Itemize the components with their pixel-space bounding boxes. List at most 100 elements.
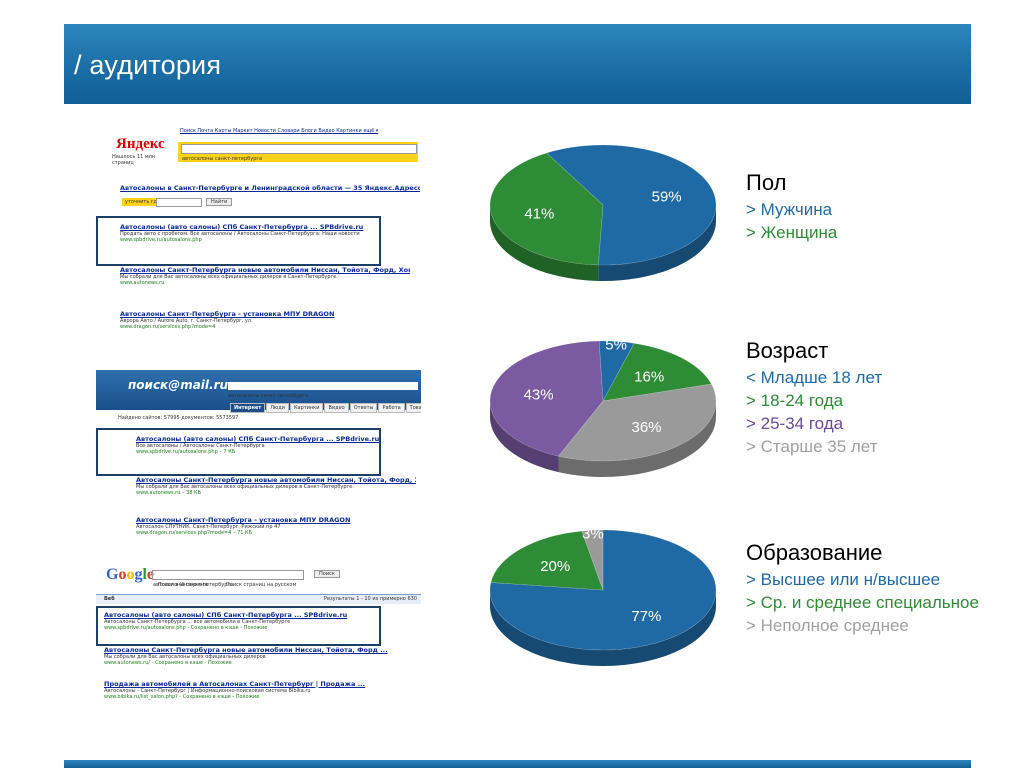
mail-tab[interactable]: Това [405,403,421,413]
yandex-result-title[interactable]: Автосалоны Санкт-Петербурга новые автомо… [120,266,410,274]
pie-label-0: 5% [605,336,627,353]
mail-tab[interactable]: Работа [378,403,405,413]
google-radio-web[interactable]: Поиск в Интернете [158,582,209,588]
yandex-nav[interactable]: Поиск Почта Карты Маркет Новости Словари… [180,128,379,134]
legend-title: Пол [746,170,787,195]
pie-1: 5% 16% 36% 43% [489,336,717,477]
google-result-url[interactable]: www.autonews.ru/ - Сохранено в кэше - По… [104,660,232,666]
mail-result-url[interactable]: www.dragon.ru/services.php?mode=4 – 71 К… [136,530,253,536]
google-result: Автосалоны Санкт-Петербурга новые автомо… [104,646,414,666]
yandex-result: Автосалоны (авто салоны) СПб Санкт-Петер… [120,223,410,243]
google-result-url[interactable]: www.spbdrive.ru/autosalons.php - Сохране… [104,625,268,631]
search-screenshots-panel: Яндекс Нашлось 11 млн страниц Поиск Почт… [96,120,421,712]
legend-item: > Неполное среднее [746,616,909,635]
mail-result-title[interactable]: Автосалоны Санкт-Петербурга новые автомо… [136,476,416,484]
google-result-snippet: Автосалоны - Санкт-Петербург | Информаци… [104,688,311,694]
yandex-search-bar: автосалоны санкт-петербурга [178,142,418,162]
pie-label-1: 41% [524,205,554,222]
slide-header: / аудитория [64,24,971,104]
google-result-url[interactable]: www.bibika.ru/list_salon.php? - Сохранен… [104,694,260,700]
mail-result-snippet: Все автосалоны / Автосалоны Санкт-Петерб… [136,443,265,449]
pie-2: 77% 20% 3% [489,525,717,666]
legend-item: > Женщина [746,223,838,242]
yandex-result-title[interactable]: Автосалоны Санкт-Петербурга - установка … [120,310,335,318]
pie-slice-2 [557,383,717,462]
pie-side-3 [490,401,559,473]
mail-result: Автосалоны Санкт-Петербурга новые автомо… [136,476,416,496]
mail-tab[interactable]: Видео [324,403,349,413]
pie-side-0 [598,205,716,281]
pie-slice-0 [598,340,635,403]
legend-item: > Старше 35 лет [746,437,878,456]
mail-result-snippet: Автосалон СПУТНИК. Санкт-Петербург, Рижс… [136,524,281,530]
yandex-result-snippet: Аврора Авто / Aurore Auto. г. Санкт-Пете… [120,318,253,324]
mail-tab[interactable]: Люди [266,403,289,413]
mail-result-url[interactable]: www.autonews.ru – 38 КБ [136,490,202,496]
google-result: Продажа автомобилей в Автосалонах Санкт-… [104,680,414,700]
pie-label-2: 36% [631,419,661,436]
yandex-query: автосалоны санкт-петербурга [182,156,263,162]
pie-slice-1 [489,152,604,266]
legend-age: Возраст < Младше 18 лет > 18-24 года > 2… [746,338,986,458]
pie-slice-1 [602,342,712,402]
yandex-result-url[interactable]: www.spbdrive.ru/autosalons.php [120,237,202,243]
legend-item: > 18-24 года [746,391,844,410]
mail-tab[interactable]: Ответы [349,403,378,413]
mail-tab[interactable]: Картинки [289,403,324,413]
google-result-title[interactable]: Продажа автомобилей в Автосалонах Санкт-… [104,680,366,688]
mail-result: Автосалоны (авто салоны) СПб Санкт-Петер… [136,435,416,455]
pie-side-0 [490,590,716,666]
yandex-logo: Яндекс [116,136,165,153]
highlight-box [96,606,381,646]
mail-tabs: Интернет Люди Картинки Видео Ответы Работа Тов… [230,394,421,413]
yandex-find-button[interactable]: Найти [206,198,233,206]
google-result-snippet: Автосалоны Санкт-Петербурга ... все авто… [104,619,291,625]
legend-title: Возраст [746,338,829,363]
pie-label-2: 3% [582,525,604,542]
mail-result-title[interactable]: Автосалоны Санкт-Петербурга - установка … [136,516,351,524]
pie-slice-0 [489,529,717,651]
google-strip-right: Результаты 1 - 10 из примерно 630 [323,596,417,602]
yandex-found-count: Нашлось 11 млн страниц [112,154,156,166]
yandex-logo-text: Яндекс [116,136,165,152]
yandex-result-snippet: Продать авто с пробегом. Все автосалоны … [120,231,360,237]
yandex-search-input[interactable]: автосалоны санкт-петербурга [181,144,417,162]
legend-item: < Младше 18 лет [746,368,883,387]
slide-footer-bar [64,760,971,768]
pie-label-0: 77% [631,608,661,625]
google-search-button[interactable]: Поиск [314,570,340,578]
pie-label-1: 16% [634,368,664,385]
mail-tab[interactable]: Интернет [230,403,266,413]
google-query: автосалоны санкт-петербурга [153,582,234,588]
pie-label-1: 20% [540,558,570,575]
pie-0: 59% 41% [489,144,717,281]
yandex-result-title[interactable]: Автосалоны в Санкт-Петербурге и Ленингра… [120,184,420,192]
yandex-result-url[interactable]: www.autonews.ru [120,280,165,286]
yandex-refine-input[interactable] [156,198,202,207]
pie-side-1 [490,205,599,281]
google-result-title[interactable]: Автосалоны Санкт-Петербурга новые автомо… [104,646,388,654]
google-results-strip: Веб Результаты 1 - 10 из примерно 630 [96,594,421,604]
yandex-result-url[interactable]: www.dragon.ru/services.php?mode=4 [120,324,216,330]
google-search-input[interactable]: автосалоны санкт-петербурга [152,570,304,588]
google-result-title[interactable]: Автосалоны (авто салоны) СПб Санкт-Петер… [104,611,348,619]
legend-item: > Мужчина [746,200,833,219]
mail-search-input[interactable]: автосалоны санкт-петербурга [228,382,418,399]
mail-result-title[interactable]: Автосалоны (авто салоны) СПб Санкт-Петер… [136,435,380,443]
legend-gender: Пол > Мужчина > Женщина [746,170,986,244]
yandex-result: Автосалоны Санкт-Петербурга новые автомо… [120,266,410,286]
pie-side-2 [558,401,716,477]
yandex-result-title[interactable]: Автосалоны (авто салоны) СПб Санкт-Петер… [120,223,364,231]
google-strip-left: Веб [104,596,115,602]
pie-label-0: 59% [652,189,682,206]
pie-slice-3 [489,340,604,457]
legend-item: > Высшее или н/высшее [746,570,941,589]
mail-result-snippet: Мы собрали для Вас автосалоны всех офици… [136,484,354,490]
mail-result-url[interactable]: www.spbdrive.ru/autosalons.php – 7 КБ [136,449,236,455]
google-radio-russian[interactable]: Поиск страниц на русском [226,582,297,588]
legend-education: Образование > Высшее или н/высшее > Ср. … [746,540,986,637]
google-result: Автосалоны (авто салоны) СПб Санкт-Петер… [104,611,414,631]
yandex-refine-label: уточнить где [122,198,164,206]
mail-logo: поиск@mail.ru [128,378,229,392]
